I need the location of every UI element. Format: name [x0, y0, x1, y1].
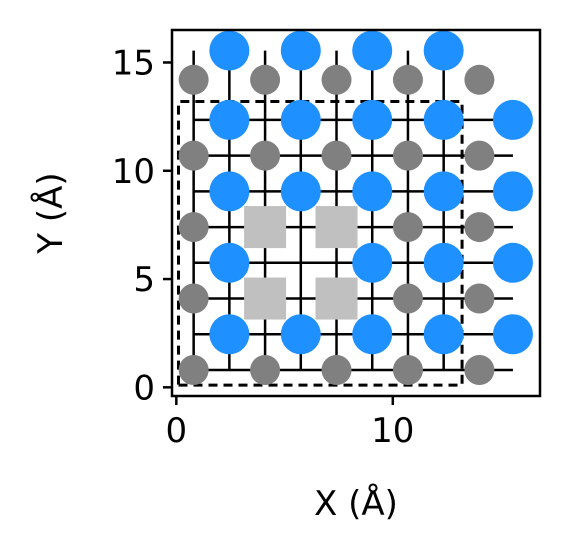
small-atom-marker	[464, 140, 495, 171]
large-atom-marker	[423, 99, 464, 140]
large-atom-marker	[492, 99, 533, 140]
small-atom-marker	[321, 355, 352, 386]
large-atom-marker	[209, 314, 250, 355]
small-atom-marker	[392, 64, 423, 95]
large-atom-marker	[209, 30, 250, 71]
y-axis-label: Y (Å)	[30, 172, 71, 254]
vacancy-marker	[244, 277, 287, 320]
small-atom-marker	[464, 355, 495, 386]
large-atom-marker	[423, 171, 464, 212]
large-atom-marker	[423, 314, 464, 355]
axes-frame	[170, 28, 542, 398]
small-atom-marker	[250, 355, 281, 386]
large-atom-marker	[209, 99, 250, 140]
small-atom-marker	[178, 283, 209, 314]
vacancy-marker	[244, 206, 287, 249]
small-atom-marker	[464, 283, 495, 314]
y-tick-label: 0	[133, 368, 155, 408]
small-atom-marker	[178, 355, 209, 386]
large-atom-marker	[352, 242, 393, 283]
axis-ticks: 0 10 0 5 10 15	[112, 43, 415, 451]
large-atom-marker	[492, 242, 533, 283]
plot-area	[176, 30, 533, 387]
y-tick-label: 10	[112, 152, 155, 192]
small-atom-marker	[250, 140, 281, 171]
large-atom-marker	[280, 171, 321, 212]
large-atom-marker	[209, 242, 250, 283]
large-atom-marker	[352, 314, 393, 355]
large-atom-marker	[352, 171, 393, 212]
small-atom-marker	[464, 212, 495, 243]
cell-boundary	[176, 99, 464, 387]
small-atom-marker	[392, 212, 423, 243]
large-atom-marker	[423, 30, 464, 71]
small-atom-marker	[178, 212, 209, 243]
large-atom-marker	[209, 171, 250, 212]
small-atom-marker	[392, 140, 423, 171]
small-atom-marker	[178, 140, 209, 171]
vacancy-marker	[315, 277, 358, 320]
small-atom-marker	[464, 64, 495, 95]
small-atom-marker	[250, 64, 281, 95]
small-atom-marker	[321, 140, 352, 171]
large-atom-marker	[280, 314, 321, 355]
large-atom-marker	[352, 99, 393, 140]
large-atom-marker	[280, 30, 321, 71]
x-tick-label: 0	[166, 411, 188, 451]
large-atom-marker	[352, 30, 393, 71]
small-atom-marker	[321, 64, 352, 95]
large-atom-marker	[423, 242, 464, 283]
small-atom-marker	[392, 283, 423, 314]
small-atom-marker	[178, 64, 209, 95]
small-atom-marker	[392, 355, 423, 386]
vacancy-marker	[315, 206, 358, 249]
y-tick-label: 5	[133, 260, 155, 300]
large-atom-marker	[280, 99, 321, 140]
x-axis-label: X (Å)	[314, 483, 398, 524]
large-atom-marker	[492, 171, 533, 212]
x-tick-label: 10	[371, 411, 414, 451]
y-tick-label: 15	[112, 43, 155, 83]
large-atom-marker	[492, 314, 533, 355]
